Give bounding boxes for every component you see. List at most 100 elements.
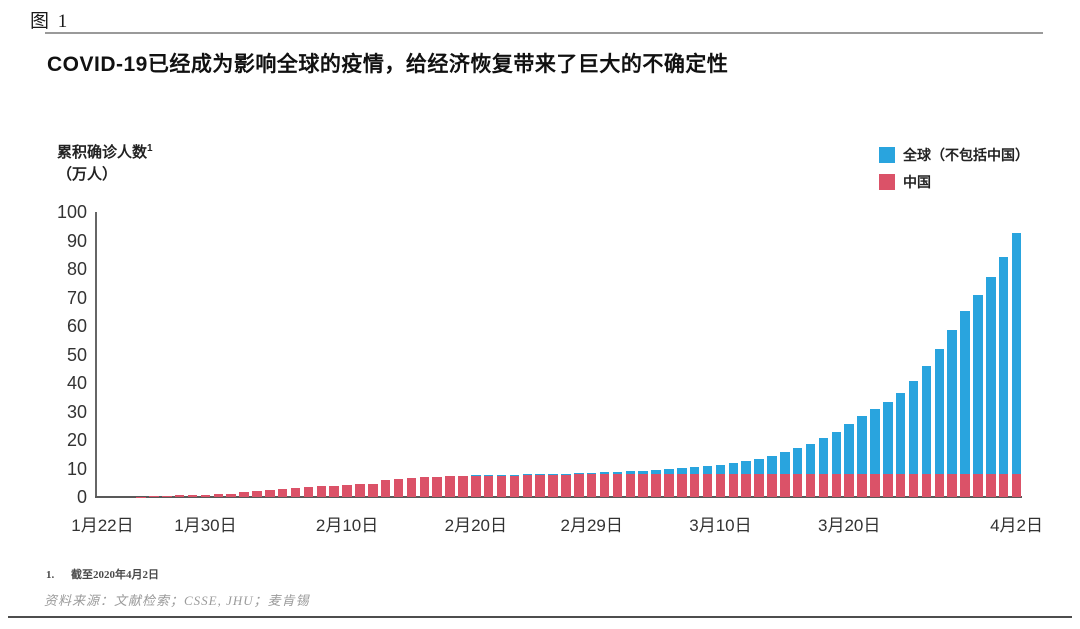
- bar-segment-global: [947, 330, 957, 474]
- bar-segment-global: [586, 472, 597, 475]
- bar-segment-china: [342, 484, 352, 497]
- bar-segment-global: [741, 461, 751, 474]
- bar-segment-china: [818, 473, 829, 497]
- bar-segment-china: [458, 475, 468, 497]
- y-axis-line: [95, 212, 97, 497]
- bar-segment-china: [419, 477, 430, 497]
- bar-segment-china: [651, 474, 661, 497]
- y-tick-label: 40: [66, 373, 87, 393]
- bar-segment-china: [561, 474, 571, 497]
- x-tick-label: 2月29日: [560, 516, 623, 535]
- legend-item-china: 中国: [879, 172, 1029, 192]
- bar-segment-china: [187, 495, 198, 497]
- bar-segment-china: [754, 473, 764, 497]
- bar-segment-china: [316, 486, 327, 497]
- bar-segment-global: [561, 473, 571, 475]
- x-tick-label: 1月22日: [71, 516, 134, 535]
- legend-item-global: 全球（不包括中国）: [879, 145, 1029, 165]
- bar-segment-china: [741, 473, 751, 497]
- bar-segment-china: [496, 475, 507, 497]
- bar-segment-china: [638, 474, 648, 497]
- bar-segment-china: [149, 496, 159, 497]
- bar-segment-global: [599, 472, 610, 475]
- bar-segment-china: [960, 473, 970, 497]
- bar-segment-global: [831, 431, 842, 474]
- bar-segment-global: [651, 470, 661, 474]
- bar-segment-china: [973, 473, 983, 497]
- y-axis-title-line2: （万人）: [57, 166, 118, 183]
- y-tick-label: 70: [66, 287, 87, 308]
- bar-segment-china: [213, 494, 224, 497]
- bar-segment-china: [535, 474, 545, 497]
- bar-segment-china: [921, 473, 932, 497]
- bar-segment-global: [870, 409, 880, 474]
- page-title: COVID-19已经成为影响全球的疫情，给经济恢复带来了巨大的不确定性: [47, 53, 729, 76]
- bar-segment-china: [226, 493, 236, 497]
- y-tick-label: 100: [56, 202, 87, 222]
- legend-label: 全球（不包括中国）: [903, 147, 1029, 163]
- bar-segment-china: [393, 478, 404, 497]
- bar-segment-global: [805, 444, 816, 474]
- bar-segment-china: [883, 473, 893, 497]
- bar-segment-global: [780, 451, 790, 474]
- y-tick-label: 10: [66, 458, 87, 479]
- y-tick-label: 20: [66, 430, 87, 450]
- bar-segment-china: [445, 476, 455, 497]
- bar-segment-china: [895, 473, 906, 497]
- bar-segment-global: [895, 392, 906, 474]
- bar-segment-china: [728, 473, 739, 497]
- bar-segment-china: [689, 473, 700, 497]
- y-tick-label: 90: [66, 230, 87, 251]
- bar-segment-china: [986, 473, 996, 497]
- legend-swatch-red-icon: [879, 174, 895, 190]
- bar-segment-china: [522, 474, 533, 497]
- bar-segment-china: [715, 473, 726, 497]
- bar-segment-china: [599, 474, 610, 497]
- bar-segment-global: [664, 469, 674, 474]
- bar-segment-global: [986, 276, 996, 474]
- bottom-divider: [8, 616, 1072, 618]
- figure-label: 图 1: [30, 11, 70, 32]
- bar-segment-china: [998, 473, 1009, 497]
- bar-segment-global: [844, 423, 854, 474]
- bar-segment-china: [406, 478, 417, 497]
- x-tick-label: 2月20日: [444, 516, 507, 535]
- bar-segment-china: [664, 474, 674, 497]
- bar-segment-china: [252, 491, 262, 497]
- bar-segment-china: [162, 496, 172, 497]
- bar-segment-china: [548, 474, 558, 497]
- footnote-text: 截至2020年4月2日: [71, 569, 159, 581]
- bar-segment-china: [174, 495, 185, 497]
- y-tick-label: 0: [76, 487, 87, 507]
- bar-segment-china: [792, 473, 803, 497]
- bar-segment-global: [638, 470, 648, 475]
- bar-segment-china: [368, 484, 378, 497]
- bar-segment-china: [870, 473, 880, 497]
- y-tick-label: 30: [66, 401, 87, 422]
- bar-segment-china: [355, 484, 365, 497]
- bar-segment-china: [471, 475, 481, 497]
- y-tick-label: 60: [66, 316, 87, 336]
- bar-segment-china: [844, 473, 854, 497]
- chart-legend: 全球（不包括中国） 中国: [879, 145, 1029, 199]
- bar-segment-china: [303, 487, 314, 497]
- bar-segment-china: [483, 475, 494, 497]
- bar-segment-global: [689, 467, 700, 474]
- y-tick-label: 80: [66, 259, 87, 279]
- footnote-marker: 1: [147, 143, 153, 154]
- bar-segment-china: [586, 474, 597, 497]
- bar-segment-china: [908, 473, 919, 497]
- x-axis-line: [95, 496, 1022, 498]
- y-tick-label: 50: [66, 344, 87, 365]
- bar-segment-china: [780, 473, 790, 497]
- x-tick-label: 4月2日: [990, 516, 1044, 535]
- bar-segment-global: [754, 458, 764, 474]
- bar-segment-global: [702, 466, 713, 474]
- bar-segment-global: [522, 474, 533, 475]
- bar-segment-global: [973, 294, 983, 474]
- bar-segment-china: [831, 473, 842, 497]
- bar-segment-china: [805, 473, 816, 497]
- y-axis-title-line1: 累积确诊人数1: [57, 143, 153, 161]
- bar-segment-global: [677, 468, 687, 474]
